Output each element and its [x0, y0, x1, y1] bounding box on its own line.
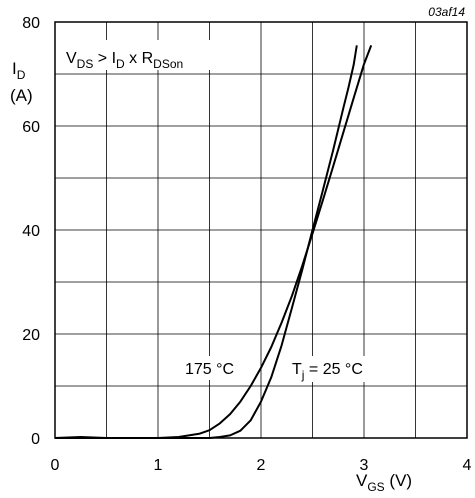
- y-tick-label: 40: [22, 223, 40, 240]
- series-label-175: 175 °C: [180, 356, 246, 380]
- svg-text:Tj = 25 °C: Tj = 25 °C: [292, 361, 363, 382]
- plot-frame: [54, 21, 468, 439]
- y-tick-label: 80: [22, 15, 40, 32]
- x-tick-label: 0: [51, 457, 60, 474]
- y-tick-label: 60: [22, 119, 40, 136]
- x-tick-label: 3: [360, 457, 369, 474]
- svg-text:175 °C: 175 °C: [185, 361, 234, 378]
- svg-text:VDS > ID x RDSon: VDS > ID x RDSon: [66, 50, 183, 71]
- condition-annotation: VDS > ID x RDSon: [57, 40, 232, 71]
- series-line-25c: [55, 45, 358, 439]
- y-tick-label: 20: [22, 327, 40, 344]
- x-tick-label: 1: [154, 457, 163, 474]
- x-tick-label: 2: [257, 457, 266, 474]
- y-axis-unit: (A): [10, 86, 33, 105]
- series-label-25: Tj = 25 °C: [286, 356, 380, 382]
- figure-id: 03af14: [428, 5, 465, 19]
- y-tick-label: 0: [31, 431, 40, 448]
- curves: [54, 45, 373, 439]
- x-tick-label: 4: [463, 457, 472, 474]
- y-axis-label: ID: [12, 59, 26, 82]
- grid: [55, 22, 467, 438]
- x-axis-label: VGS (V): [356, 471, 412, 494]
